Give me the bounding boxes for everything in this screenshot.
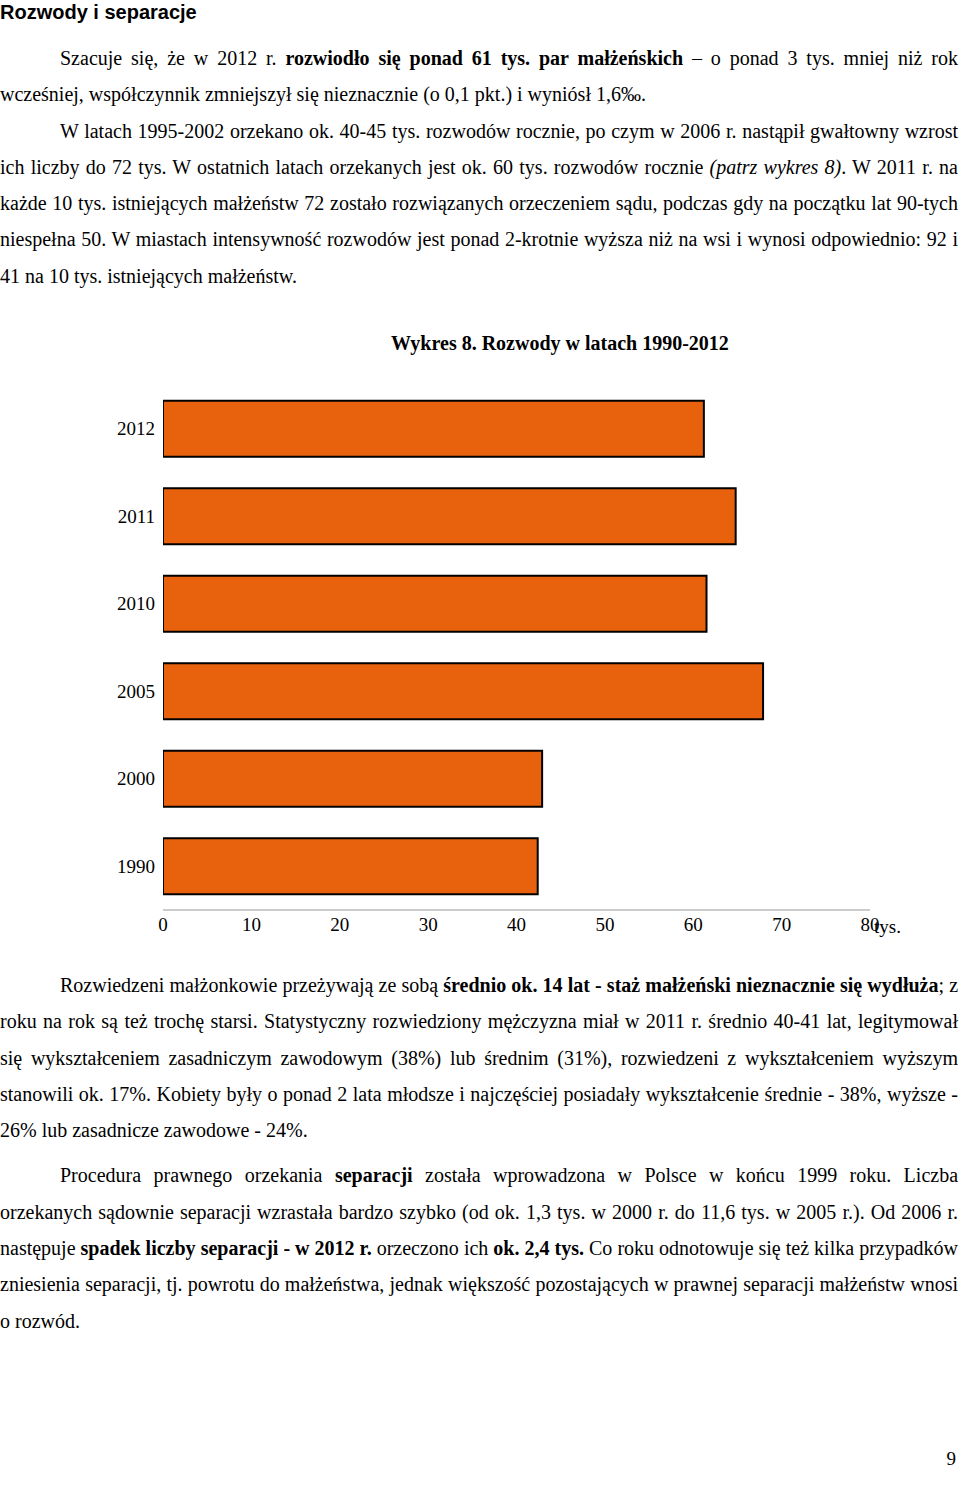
html-text:W latach 1995-2002 orzekano ok: W latach 1995-2002 orzekano ok. 40-45 ty… (0, 119, 958, 287)
svg-text:2010: 2010 (117, 593, 155, 614)
svg-text:2005: 2005 (117, 681, 155, 702)
svg-text:2011: 2011 (118, 506, 155, 527)
svg-text:2000: 2000 (117, 768, 155, 789)
svg-text:0: 0 (158, 914, 168, 935)
html-text:Wykres 8. Rozwody w latach 199: Wykres 8. Rozwody w latach 1990-2012 (391, 332, 729, 354)
svg-text:40: 40 (507, 914, 526, 935)
svg-text:60: 60 (684, 914, 703, 935)
svg-text:30: 30 (419, 914, 438, 935)
html-text:Rozwiedzeni małżonkowie przeży: Rozwiedzeni małżonkowie przeżywają ze so… (0, 974, 958, 1142)
svg-text:tys.: tys. (874, 916, 901, 937)
html-text:Rozwody i separacje: Rozwody i separacje (0, 1, 197, 23)
svg-text:50: 50 (595, 914, 614, 935)
svg-text:80: 80 (860, 914, 880, 936)
svg-text:70: 70 (772, 914, 791, 935)
html-text:9: 9 (946, 1448, 956, 1469)
svg-text:20: 20 (330, 914, 349, 935)
svg-text:10: 10 (242, 914, 261, 935)
svg-text:1990: 1990 (117, 856, 155, 877)
html-text:Procedura prawnego orzekania s: Procedura prawnego orzekania separacji z… (0, 1164, 958, 1332)
html-text:Szacuje się, że w 2012 r. rozw: Szacuje się, że w 2012 r. rozwiodło się … (0, 47, 958, 106)
svg-text:2012: 2012 (117, 418, 155, 439)
